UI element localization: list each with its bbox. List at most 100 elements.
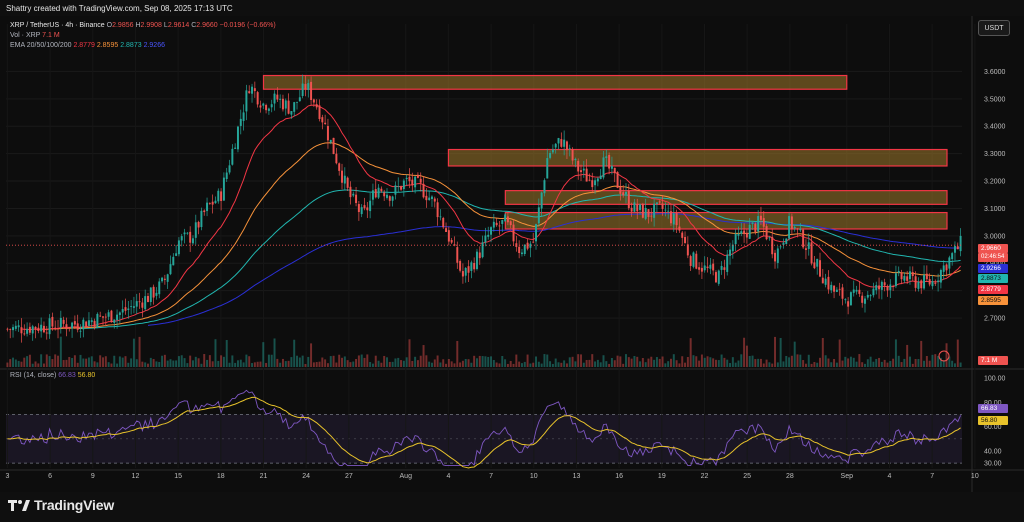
candle-body <box>366 207 369 211</box>
volume-bar <box>14 359 17 367</box>
time-tick-label: 21 <box>260 473 268 480</box>
candle-body <box>754 223 757 232</box>
volume-bar <box>99 355 102 367</box>
volume-bar <box>225 340 228 367</box>
volume-bar <box>754 359 757 367</box>
candle-body <box>242 112 245 121</box>
candle-body <box>225 172 228 180</box>
candle-body <box>42 325 45 333</box>
price-tick-label: 2.7000 <box>984 316 1006 323</box>
rsi-tick-label: 40.00 <box>984 448 1002 455</box>
volume-bar <box>765 359 768 367</box>
candle-body <box>31 326 34 334</box>
candle-body <box>442 217 445 228</box>
volume-bar <box>357 355 360 367</box>
candle-body <box>276 94 279 100</box>
volume-bar <box>841 360 844 367</box>
volume-bar <box>26 356 29 367</box>
volume-bar <box>450 361 453 367</box>
volume-bar <box>757 358 760 367</box>
volume-bar <box>298 357 301 367</box>
volume-bar <box>40 354 43 367</box>
volume-bar <box>90 356 93 367</box>
candle-body <box>293 102 296 112</box>
volume-bar <box>776 362 779 367</box>
volume-bar <box>484 356 487 367</box>
volume-bar <box>608 363 611 367</box>
candle-body <box>411 179 414 186</box>
price-chart[interactable]: 3.6000 3.5000 3.4000 3.3000 3.2000 3.1000 3.00… <box>0 16 1024 492</box>
candle-body <box>256 92 259 105</box>
ema20-tag: 2.8779 <box>978 285 1008 294</box>
volume-bar <box>293 339 296 367</box>
volume-bar <box>144 362 147 367</box>
candle-body <box>953 246 956 253</box>
volume-bar <box>852 357 855 367</box>
volume-bar <box>147 363 149 367</box>
currency-button[interactable]: USDT <box>978 20 1010 36</box>
candle-body <box>34 326 37 330</box>
volume-bar <box>639 361 642 367</box>
candle-body <box>394 185 397 195</box>
volume-bar <box>12 357 15 367</box>
volume-bar <box>76 362 79 367</box>
candle-body <box>875 285 878 291</box>
volume-bar <box>878 357 881 367</box>
volume-bar <box>324 359 327 367</box>
candle-body <box>740 231 743 234</box>
time-tick-label: 16 <box>615 473 623 480</box>
volume-bar <box>68 357 71 367</box>
h-value: 2.9908 <box>140 22 162 29</box>
candle-body <box>897 270 900 273</box>
candle-body <box>428 197 431 201</box>
volume-bar <box>703 357 706 367</box>
volume-bar <box>391 361 394 367</box>
volume-bar <box>782 361 785 367</box>
candle-body <box>121 309 124 313</box>
volume-bar <box>180 355 183 367</box>
volume-bar <box>42 363 45 367</box>
volume-bar <box>208 355 211 367</box>
candle-body <box>819 260 821 277</box>
candle-body <box>220 191 223 201</box>
volume-bar <box>62 360 65 367</box>
volume-bar <box>51 359 54 367</box>
candle-body <box>900 272 903 280</box>
candle-body <box>405 177 408 180</box>
volume-bar <box>256 361 259 367</box>
volume-bar <box>363 357 366 367</box>
volume-bar <box>931 354 934 367</box>
time-tick-label: Sep <box>841 473 854 480</box>
volume-bar <box>560 362 563 367</box>
volume-bar <box>959 362 962 367</box>
candle-body <box>506 216 509 223</box>
volume-bar <box>371 363 374 367</box>
volume-bar <box>762 363 765 367</box>
volume-bar <box>397 357 400 367</box>
volume-bar <box>220 355 223 367</box>
candle-body <box>948 257 951 269</box>
candle-body <box>478 252 481 259</box>
candle-body <box>425 195 428 201</box>
volume-bar <box>287 360 290 367</box>
volume-bar <box>599 362 602 367</box>
countdown-tag: 02:46:54 <box>978 253 1008 262</box>
candle-body <box>147 296 149 303</box>
candle-body <box>191 238 194 244</box>
ema-legend: EMA 20/50/100/200 2.8779 2.8595 2.8873 2… <box>10 42 165 49</box>
candle-body <box>796 228 799 230</box>
candle-body <box>616 172 619 188</box>
candle-body <box>315 104 318 108</box>
candle-body <box>357 204 360 213</box>
candle-body <box>475 251 478 269</box>
candle-body <box>816 258 819 267</box>
volume-bar <box>501 355 504 367</box>
volume-bar <box>779 337 782 367</box>
candle-body <box>400 186 403 190</box>
candle-body <box>338 163 341 171</box>
candle-body <box>540 192 543 209</box>
candle-body <box>6 328 9 330</box>
volume-legend: Vol · XRP 7.1 M <box>10 32 60 39</box>
volume-bar <box>276 358 279 367</box>
rsi-tick-label: 80.00 <box>984 400 1002 407</box>
